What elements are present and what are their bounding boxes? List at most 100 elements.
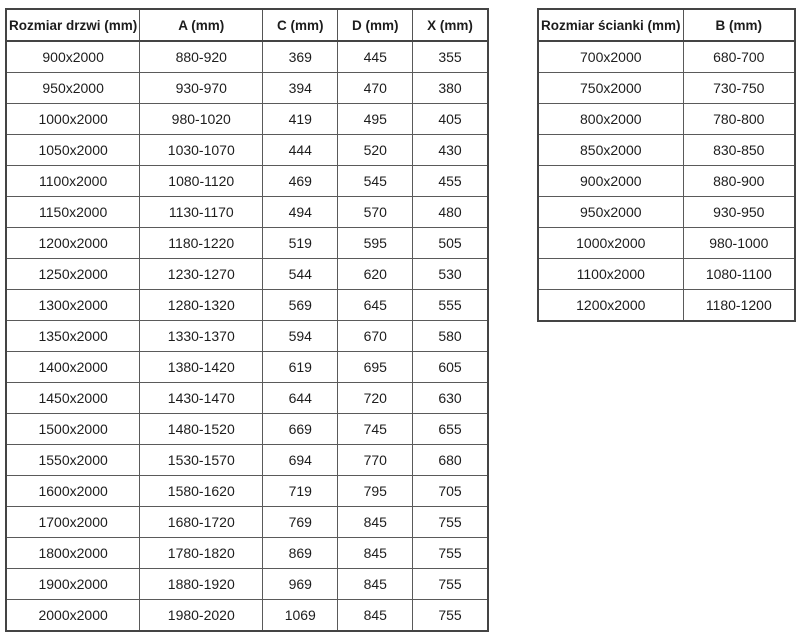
table-cell: 755 <box>412 537 489 569</box>
table-cell: 780-800 <box>682 103 796 135</box>
table-cell: 1000x2000 <box>537 227 684 259</box>
table-cell: 444 <box>262 134 339 166</box>
column-header-c: C (mm) <box>262 8 339 42</box>
table-cell: 1030-1070 <box>139 134 264 166</box>
table-cell: 755 <box>412 568 489 600</box>
wall-table-header: Rozmiar ścianki (mm) B (mm) <box>537 8 796 42</box>
table-cell: 494 <box>262 196 339 228</box>
table-cell: 1800x2000 <box>5 537 141 569</box>
table-cell: 680 <box>412 444 489 476</box>
table-cell: 1230-1270 <box>139 258 264 290</box>
wall-table-body: 700x2000 680-700 750x2000 730-750 800x2000 78… <box>537 40 796 322</box>
table-cell: 850x2000 <box>537 134 684 166</box>
table-cell: 1700x2000 <box>5 506 141 538</box>
table-cell: 1400x2000 <box>5 351 141 383</box>
table-cell: 1530-1570 <box>139 444 264 476</box>
table-cell: 700x2000 <box>537 40 684 73</box>
column-header-x: X (mm) <box>412 8 489 42</box>
table-cell: 980-1000 <box>682 227 796 259</box>
table-cell: 545 <box>337 165 414 197</box>
column-header-a: A (mm) <box>139 8 264 42</box>
table-row: 1300x2000 1280-1320 569 645 555 <box>5 289 489 321</box>
table-cell: 1900x2000 <box>5 568 141 600</box>
table-cell: 520 <box>337 134 414 166</box>
table-cell: 1780-1820 <box>139 537 264 569</box>
table-cell: 469 <box>262 165 339 197</box>
table-cell: 900x2000 <box>5 40 141 73</box>
table-row: 1500x2000 1480-1520 669 745 655 <box>5 413 489 445</box>
table-row: 1600x2000 1580-1620 719 795 705 <box>5 475 489 507</box>
table-cell: 1330-1370 <box>139 320 264 352</box>
table-cell: 455 <box>412 165 489 197</box>
table-cell: 880-900 <box>682 165 796 197</box>
table-cell: 555 <box>412 289 489 321</box>
door-table-body: 900x2000 880-920 369 445 355 950x2000 930-970 3… <box>5 40 489 632</box>
table-cell: 770 <box>337 444 414 476</box>
table-cell: 620 <box>337 258 414 290</box>
table-cell: 1380-1420 <box>139 351 264 383</box>
table-cell: 1550x2000 <box>5 444 141 476</box>
header-row: Rozmiar ścianki (mm) B (mm) <box>537 8 796 42</box>
door-table-header: Rozmiar drzwi (mm) A (mm) C (mm) D (mm) … <box>5 8 489 42</box>
table-row: 1400x2000 1380-1420 619 695 605 <box>5 351 489 383</box>
table-cell: 900x2000 <box>537 165 684 197</box>
table-cell: 394 <box>262 72 339 104</box>
table-cell: 619 <box>262 351 339 383</box>
table-row: 1800x2000 1780-1820 869 845 755 <box>5 537 489 569</box>
table-cell: 1350x2000 <box>5 320 141 352</box>
table-cell: 670 <box>337 320 414 352</box>
table-cell: 730-750 <box>682 72 796 104</box>
column-header-rozmiar-scianki: Rozmiar ścianki (mm) <box>537 8 684 42</box>
table-cell: 950x2000 <box>5 72 141 104</box>
table-cell: 1300x2000 <box>5 289 141 321</box>
table-cell: 655 <box>412 413 489 445</box>
table-cell: 645 <box>337 289 414 321</box>
table-cell: 705 <box>412 475 489 507</box>
table-row: 1200x2000 1180-1200 <box>537 289 796 322</box>
column-header-d: D (mm) <box>337 8 414 42</box>
table-cell: 669 <box>262 413 339 445</box>
table-row: 1100x2000 1080-1120 469 545 455 <box>5 165 489 197</box>
table-row: 900x2000 880-900 <box>537 165 796 197</box>
table-row: 1450x2000 1430-1470 644 720 630 <box>5 382 489 414</box>
table-cell: 1180-1200 <box>682 289 796 322</box>
wall-size-table: Rozmiar ścianki (mm) B (mm) 700x2000 680-… <box>537 8 797 322</box>
header-row: Rozmiar drzwi (mm) A (mm) C (mm) D (mm) … <box>5 8 489 42</box>
table-row: 1200x2000 1180-1220 519 595 505 <box>5 227 489 259</box>
table-cell: 480 <box>412 196 489 228</box>
table-cell: 1000x2000 <box>5 103 141 135</box>
table-cell: 680-700 <box>682 40 796 73</box>
table-cell: 644 <box>262 382 339 414</box>
table-cell: 470 <box>337 72 414 104</box>
table-row: 700x2000 680-700 <box>537 40 796 73</box>
table-cell: 1980-2020 <box>139 599 264 632</box>
table-cell: 595 <box>337 227 414 259</box>
column-header-rozmiar-drzwi: Rozmiar drzwi (mm) <box>5 8 141 42</box>
table-row: 1000x2000 980-1000 <box>537 227 796 259</box>
table-row: 1050x2000 1030-1070 444 520 430 <box>5 134 489 166</box>
table-cell: 1150x2000 <box>5 196 141 228</box>
table-cell: 845 <box>337 568 414 600</box>
table-cell: 694 <box>262 444 339 476</box>
table-cell: 519 <box>262 227 339 259</box>
table-cell: 845 <box>337 506 414 538</box>
table-cell: 1050x2000 <box>5 134 141 166</box>
table-cell: 930-970 <box>139 72 264 104</box>
table-cell: 2000x2000 <box>5 599 141 632</box>
table-cell: 1130-1170 <box>139 196 264 228</box>
table-cell: 1100x2000 <box>537 258 684 290</box>
table-cell: 430 <box>412 134 489 166</box>
table-row: 1550x2000 1530-1570 694 770 680 <box>5 444 489 476</box>
table-cell: 1280-1320 <box>139 289 264 321</box>
table-row: 1900x2000 1880-1920 969 845 755 <box>5 568 489 600</box>
table-cell: 630 <box>412 382 489 414</box>
table-cell: 1080-1100 <box>682 258 796 290</box>
table-cell: 769 <box>262 506 339 538</box>
table-cell: 880-920 <box>139 40 264 73</box>
table-row: 1350x2000 1330-1370 594 670 580 <box>5 320 489 352</box>
table-cell: 1250x2000 <box>5 258 141 290</box>
table-cell: 745 <box>337 413 414 445</box>
table-cell: 569 <box>262 289 339 321</box>
table-row: 750x2000 730-750 <box>537 72 796 104</box>
